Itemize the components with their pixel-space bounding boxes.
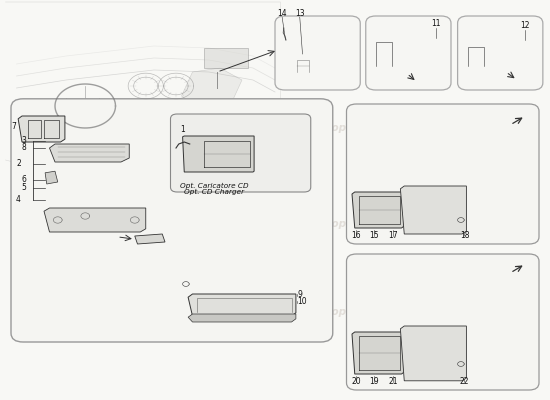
FancyBboxPatch shape xyxy=(0,0,286,176)
Polygon shape xyxy=(293,56,312,76)
Text: 22: 22 xyxy=(460,377,470,386)
Text: 3: 3 xyxy=(21,136,26,145)
Text: 9: 9 xyxy=(297,290,302,299)
Polygon shape xyxy=(372,38,393,70)
Text: europarts: europarts xyxy=(180,123,238,133)
Text: 6: 6 xyxy=(21,176,26,184)
Polygon shape xyxy=(188,294,296,316)
Text: europarts: europarts xyxy=(444,123,502,133)
Text: 4: 4 xyxy=(16,196,21,204)
Polygon shape xyxy=(464,44,485,70)
Text: europarts: europarts xyxy=(54,123,111,133)
Text: 19: 19 xyxy=(369,377,379,386)
FancyBboxPatch shape xyxy=(275,16,360,90)
Polygon shape xyxy=(400,186,466,234)
FancyBboxPatch shape xyxy=(11,99,333,342)
Text: europarts: europarts xyxy=(444,219,502,229)
Text: europarts: europarts xyxy=(180,219,238,229)
Polygon shape xyxy=(352,192,404,228)
FancyBboxPatch shape xyxy=(170,114,311,192)
Text: 10: 10 xyxy=(297,297,307,306)
Text: 12: 12 xyxy=(520,21,530,30)
Text: Opt. Caricatore CD: Opt. Caricatore CD xyxy=(180,183,249,189)
FancyBboxPatch shape xyxy=(458,16,543,90)
Polygon shape xyxy=(400,326,466,381)
Text: Opt. CD Charger: Opt. CD Charger xyxy=(184,189,245,195)
Polygon shape xyxy=(282,40,290,46)
Text: 20: 20 xyxy=(351,377,361,386)
Text: 21: 21 xyxy=(388,377,398,386)
FancyBboxPatch shape xyxy=(346,104,539,244)
Polygon shape xyxy=(182,68,242,108)
Text: 14: 14 xyxy=(277,9,287,18)
Polygon shape xyxy=(18,116,65,142)
FancyBboxPatch shape xyxy=(366,16,451,90)
Text: 16: 16 xyxy=(351,231,361,240)
Polygon shape xyxy=(188,314,296,322)
Polygon shape xyxy=(135,234,165,244)
Text: europarts: europarts xyxy=(54,219,111,229)
Polygon shape xyxy=(44,208,146,232)
Text: 11: 11 xyxy=(431,19,441,28)
Text: 13: 13 xyxy=(295,9,305,18)
FancyBboxPatch shape xyxy=(346,254,539,390)
Text: europarts: europarts xyxy=(312,219,370,229)
Text: 1: 1 xyxy=(180,125,185,134)
Text: europarts: europarts xyxy=(312,123,370,133)
Text: europarts: europarts xyxy=(312,307,370,317)
Text: 5: 5 xyxy=(21,184,26,192)
Text: 18: 18 xyxy=(460,231,470,240)
Polygon shape xyxy=(45,171,58,184)
Polygon shape xyxy=(352,332,404,374)
Text: europarts: europarts xyxy=(54,307,111,317)
Text: 17: 17 xyxy=(388,231,398,240)
Polygon shape xyxy=(183,136,254,172)
Text: 15: 15 xyxy=(369,231,379,240)
Text: 7: 7 xyxy=(12,122,16,131)
Text: europarts: europarts xyxy=(180,307,238,317)
Text: 2: 2 xyxy=(16,160,21,168)
FancyBboxPatch shape xyxy=(204,48,248,68)
Text: europarts: europarts xyxy=(444,307,502,317)
Text: 8: 8 xyxy=(21,144,26,152)
Polygon shape xyxy=(50,144,129,162)
